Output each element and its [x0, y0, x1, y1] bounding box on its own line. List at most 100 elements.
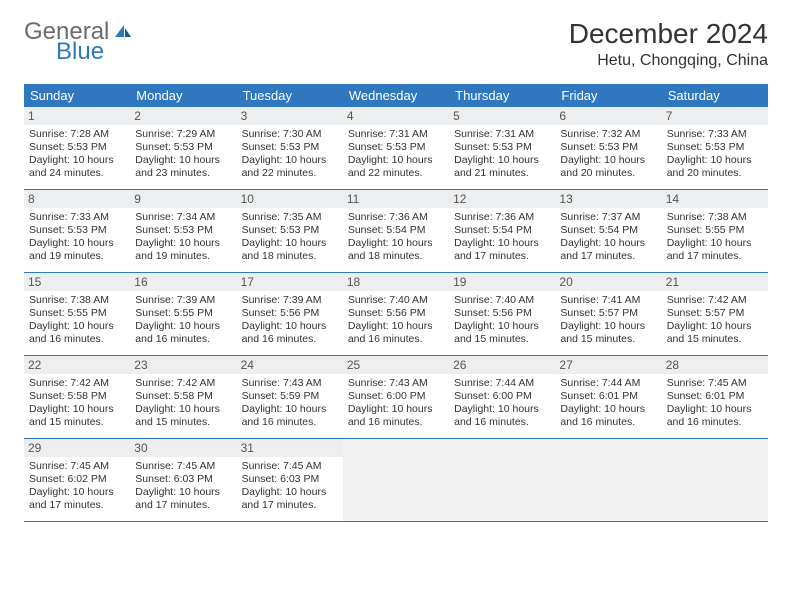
day-cell: 12Sunrise: 7:36 AMSunset: 5:54 PMDayligh… [449, 190, 555, 272]
day-cell: 5Sunrise: 7:31 AMSunset: 5:53 PMDaylight… [449, 107, 555, 189]
sunset-line: Sunset: 5:53 PM [135, 224, 231, 237]
sunset-line: Sunset: 5:53 PM [348, 141, 444, 154]
sunset-line: Sunset: 5:59 PM [242, 390, 338, 403]
sunset-line: Sunset: 6:02 PM [29, 473, 125, 486]
day-number: 8 [24, 190, 130, 208]
sunrise-line: Sunrise: 7:43 AM [348, 377, 444, 390]
day-number: 22 [24, 356, 130, 374]
sunrise-line: Sunrise: 7:39 AM [135, 294, 231, 307]
sunrise-line: Sunrise: 7:36 AM [348, 211, 444, 224]
day-cell: 27Sunrise: 7:44 AMSunset: 6:01 PMDayligh… [555, 356, 661, 438]
sunrise-line: Sunrise: 7:38 AM [667, 211, 763, 224]
day-number: 24 [237, 356, 343, 374]
day-number: 31 [237, 439, 343, 457]
sunrise-line: Sunrise: 7:38 AM [29, 294, 125, 307]
sunset-line: Sunset: 5:53 PM [667, 141, 763, 154]
day-cell: 4Sunrise: 7:31 AMSunset: 5:53 PMDaylight… [343, 107, 449, 189]
daylight-line: Daylight: 10 hours and 17 minutes. [242, 486, 338, 512]
sunrise-line: Sunrise: 7:43 AM [242, 377, 338, 390]
sunset-line: Sunset: 6:01 PM [667, 390, 763, 403]
daylight-line: Daylight: 10 hours and 18 minutes. [348, 237, 444, 263]
daylight-line: Daylight: 10 hours and 17 minutes. [560, 237, 656, 263]
sunset-line: Sunset: 5:56 PM [348, 307, 444, 320]
day-number: 14 [662, 190, 768, 208]
daylight-line: Daylight: 10 hours and 20 minutes. [667, 154, 763, 180]
day-cell: 13Sunrise: 7:37 AMSunset: 5:54 PMDayligh… [555, 190, 661, 272]
day-cell: 19Sunrise: 7:40 AMSunset: 5:56 PMDayligh… [449, 273, 555, 355]
sunset-line: Sunset: 5:57 PM [560, 307, 656, 320]
sunrise-line: Sunrise: 7:29 AM [135, 128, 231, 141]
day-number: 21 [662, 273, 768, 291]
day-number: 9 [130, 190, 236, 208]
sunset-line: Sunset: 5:55 PM [667, 224, 763, 237]
day-number: 26 [449, 356, 555, 374]
sunset-line: Sunset: 5:54 PM [348, 224, 444, 237]
daylight-line: Daylight: 10 hours and 16 minutes. [29, 320, 125, 346]
day-number: 6 [555, 107, 661, 125]
weekday-header: Saturday [662, 84, 768, 107]
sunrise-line: Sunrise: 7:42 AM [29, 377, 125, 390]
day-cell: 28Sunrise: 7:45 AMSunset: 6:01 PMDayligh… [662, 356, 768, 438]
day-number: 2 [130, 107, 236, 125]
daylight-line: Daylight: 10 hours and 16 minutes. [242, 320, 338, 346]
sunrise-line: Sunrise: 7:41 AM [560, 294, 656, 307]
day-number: 25 [343, 356, 449, 374]
sunset-line: Sunset: 5:53 PM [242, 224, 338, 237]
empty-cell [343, 439, 449, 521]
logo-text-blue: Blue [56, 38, 104, 66]
day-cell: 20Sunrise: 7:41 AMSunset: 5:57 PMDayligh… [555, 273, 661, 355]
sunset-line: Sunset: 5:56 PM [242, 307, 338, 320]
sunset-line: Sunset: 5:53 PM [135, 141, 231, 154]
sunrise-line: Sunrise: 7:37 AM [560, 211, 656, 224]
day-number: 10 [237, 190, 343, 208]
sunrise-line: Sunrise: 7:34 AM [135, 211, 231, 224]
sunrise-line: Sunrise: 7:35 AM [242, 211, 338, 224]
day-cell: 22Sunrise: 7:42 AMSunset: 5:58 PMDayligh… [24, 356, 130, 438]
daylight-line: Daylight: 10 hours and 22 minutes. [242, 154, 338, 180]
sunrise-line: Sunrise: 7:42 AM [135, 377, 231, 390]
sunset-line: Sunset: 6:00 PM [348, 390, 444, 403]
sunrise-line: Sunrise: 7:40 AM [348, 294, 444, 307]
daylight-line: Daylight: 10 hours and 19 minutes. [29, 237, 125, 263]
daylight-line: Daylight: 10 hours and 24 minutes. [29, 154, 125, 180]
day-cell: 10Sunrise: 7:35 AMSunset: 5:53 PMDayligh… [237, 190, 343, 272]
weeks-container: 1Sunrise: 7:28 AMSunset: 5:53 PMDaylight… [24, 107, 768, 522]
sunset-line: Sunset: 5:53 PM [242, 141, 338, 154]
title-block: December 2024 Hetu, Chongqing, China [569, 18, 768, 70]
day-cell: 31 Sunrise: 7:45 AMSunset: 6:03 PMDayligh… [237, 439, 343, 521]
week-row: 15Sunrise: 7:38 AMSunset: 5:55 PMDayligh… [24, 273, 768, 356]
sunset-line: Sunset: 6:03 PM [242, 473, 338, 486]
day-number: 23 [130, 356, 236, 374]
day-number: 3 [237, 107, 343, 125]
day-cell: 29Sunrise: 7:45 AMSunset: 6:02 PMDayligh… [24, 439, 130, 521]
sunrise-line: Sunrise: 7:31 AM [348, 128, 444, 141]
sunrise-line: Sunrise: 7:36 AM [454, 211, 550, 224]
day-number: 4 [343, 107, 449, 125]
daylight-line: Daylight: 10 hours and 16 minutes. [348, 320, 444, 346]
day-number: 12 [449, 190, 555, 208]
daylight-line: Daylight: 10 hours and 21 minutes. [454, 154, 550, 180]
sunrise-line: Sunrise: 7:42 AM [667, 294, 763, 307]
day-number: 1 [24, 107, 130, 125]
day-number: 5 [449, 107, 555, 125]
sunset-line: Sunset: 5:54 PM [560, 224, 656, 237]
day-number: 16 [130, 273, 236, 291]
week-row: 22Sunrise: 7:42 AMSunset: 5:58 PMDayligh… [24, 356, 768, 439]
day-cell: 6Sunrise: 7:32 AMSunset: 5:53 PMDaylight… [555, 107, 661, 189]
daylight-line: Daylight: 10 hours and 17 minutes. [29, 486, 125, 512]
day-number: 27 [555, 356, 661, 374]
sunrise-line: Sunrise: 7:33 AM [29, 211, 125, 224]
day-number: 30 [130, 439, 236, 457]
sunrise-line: Sunrise: 7:28 AM [29, 128, 125, 141]
weekday-header: Sunday [24, 84, 130, 107]
week-row: 1Sunrise: 7:28 AMSunset: 5:53 PMDaylight… [24, 107, 768, 190]
day-cell: 16Sunrise: 7:39 AMSunset: 5:55 PMDayligh… [130, 273, 236, 355]
sunset-line: Sunset: 5:53 PM [454, 141, 550, 154]
sunrise-line: Sunrise: 7:45 AM [29, 460, 125, 473]
sunrise-line: Sunrise: 7:45 AM [242, 460, 338, 473]
sunset-line: Sunset: 5:56 PM [454, 307, 550, 320]
weekday-header: Monday [130, 84, 236, 107]
daylight-line: Daylight: 10 hours and 17 minutes. [454, 237, 550, 263]
location-label: Hetu, Chongqing, China [569, 52, 768, 70]
sunrise-line: Sunrise: 7:44 AM [454, 377, 550, 390]
